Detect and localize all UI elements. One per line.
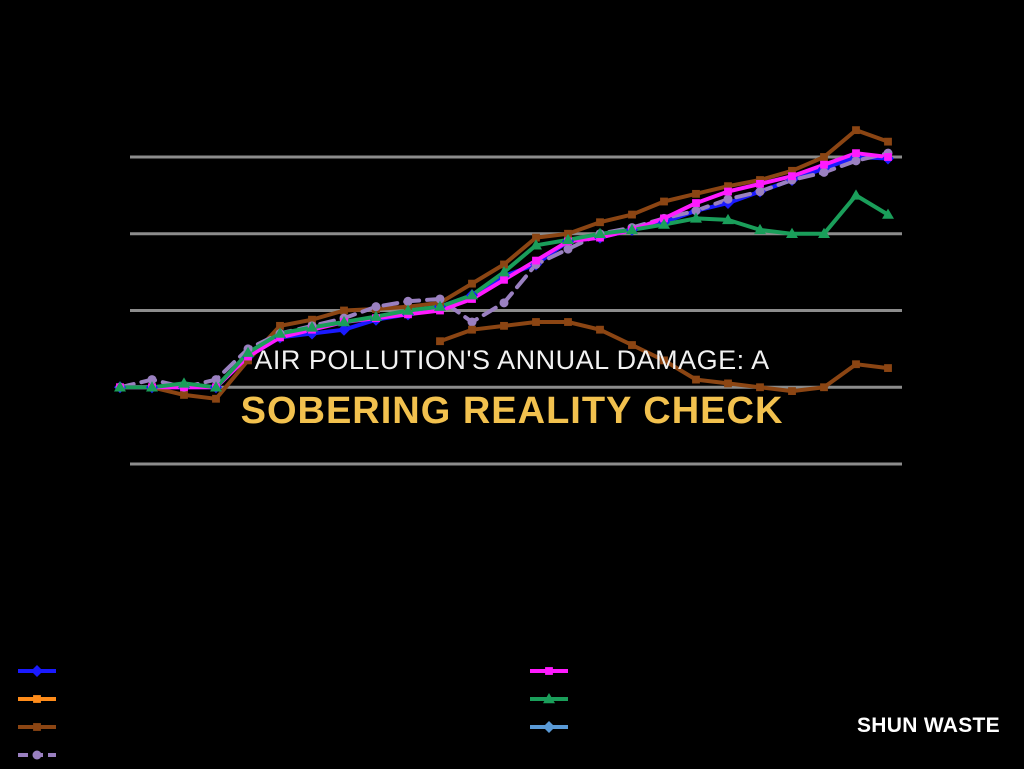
series-8-point bbox=[660, 356, 668, 365]
series-8-point bbox=[852, 360, 860, 369]
series-4-point bbox=[691, 206, 701, 216]
series-4-point bbox=[755, 187, 765, 197]
series-5-point bbox=[724, 187, 732, 196]
series-8-point bbox=[564, 318, 572, 326]
series-3-point bbox=[500, 260, 508, 269]
series-4-point bbox=[147, 375, 157, 385]
series-6-point bbox=[850, 189, 862, 200]
series-6-point bbox=[530, 239, 542, 250]
series-3-point bbox=[276, 321, 284, 330]
series-8-point bbox=[820, 383, 828, 392]
series-8-point bbox=[884, 364, 892, 372]
series-6-point bbox=[658, 218, 670, 229]
legend-swatch-marker-4 bbox=[32, 750, 42, 760]
series-6-point bbox=[594, 227, 606, 238]
series-1-point bbox=[338, 323, 350, 336]
series-5-point bbox=[692, 199, 700, 207]
series-6-point bbox=[466, 289, 478, 300]
series-3-point bbox=[340, 306, 348, 315]
series-6-point bbox=[274, 327, 286, 338]
series-8-point bbox=[724, 379, 732, 388]
series-3-point bbox=[596, 218, 604, 227]
legend-swatch-marker-3 bbox=[33, 723, 41, 731]
series-5-point bbox=[756, 179, 764, 188]
series-3-point bbox=[468, 279, 476, 288]
series-4-point bbox=[371, 302, 381, 312]
series-6-point bbox=[210, 381, 222, 392]
series-8-point bbox=[788, 387, 796, 395]
series-8-point bbox=[500, 321, 508, 330]
series-6-point bbox=[882, 208, 894, 219]
series-5-point bbox=[532, 256, 540, 265]
series-4-point bbox=[851, 156, 861, 166]
legend-swatch-marker-6 bbox=[543, 693, 555, 704]
series-4-point bbox=[467, 317, 477, 327]
series-4-point bbox=[403, 296, 413, 306]
series-4-point bbox=[819, 167, 829, 177]
legend-swatch-marker-7 bbox=[543, 721, 555, 733]
series-6-point bbox=[370, 310, 382, 321]
series-5-point bbox=[852, 149, 860, 158]
series-3-point bbox=[852, 126, 860, 135]
series-3-point bbox=[628, 210, 636, 219]
series-8-point bbox=[532, 318, 540, 326]
series-3-point bbox=[884, 137, 892, 146]
series-3-point bbox=[180, 391, 188, 399]
series-6-point bbox=[242, 346, 254, 357]
series-8-point bbox=[596, 325, 604, 334]
series-6-point bbox=[818, 227, 830, 238]
series-6-point bbox=[626, 223, 638, 235]
series-3-point bbox=[788, 166, 796, 175]
series-3-point bbox=[532, 233, 540, 242]
series-markers bbox=[114, 126, 894, 403]
series-6-point bbox=[690, 212, 702, 223]
series-5-point bbox=[660, 214, 668, 223]
series-6-line bbox=[118, 193, 890, 390]
legend-swatch-marker-2 bbox=[33, 695, 41, 703]
brand-watermark: SHUN WASTE bbox=[856, 714, 1000, 737]
series-6-point bbox=[338, 316, 350, 327]
series-6-point bbox=[722, 213, 734, 225]
series-8-point bbox=[628, 341, 636, 349]
series-3-point bbox=[212, 394, 220, 403]
series-8-point bbox=[468, 325, 476, 334]
series-6-point bbox=[562, 233, 574, 245]
series-6-point bbox=[498, 266, 510, 277]
series-3-point bbox=[820, 153, 828, 161]
series-4-point bbox=[723, 194, 733, 204]
series-6-point bbox=[754, 223, 766, 235]
series-6-point bbox=[178, 377, 190, 388]
series-5-point bbox=[884, 153, 892, 161]
series-3-point bbox=[724, 182, 732, 191]
series-6-point bbox=[786, 227, 798, 238]
series-6-point bbox=[114, 381, 126, 392]
series-6-point bbox=[402, 304, 414, 315]
legend-swatch-marker-1 bbox=[31, 665, 43, 677]
series-4-point bbox=[499, 298, 509, 308]
series-5-point bbox=[788, 172, 796, 181]
series-3-point bbox=[308, 315, 316, 324]
series-3-point bbox=[692, 189, 700, 198]
series-8-point bbox=[436, 337, 444, 346]
legend bbox=[18, 665, 568, 760]
series-5-point bbox=[820, 160, 828, 169]
series-3-point bbox=[564, 229, 572, 238]
series-4-point bbox=[563, 244, 573, 254]
series-6-point bbox=[306, 321, 318, 332]
series-5-point bbox=[500, 275, 508, 284]
series-8-point bbox=[692, 375, 700, 384]
series-6-point bbox=[146, 381, 158, 392]
series-4-point bbox=[435, 294, 445, 304]
series-4-point bbox=[211, 375, 221, 385]
series-8-point bbox=[756, 383, 764, 392]
gridlines bbox=[130, 155, 902, 466]
legend-swatch-marker-5 bbox=[545, 667, 553, 675]
series-6-point bbox=[434, 300, 446, 311]
series-3-point bbox=[660, 197, 668, 206]
